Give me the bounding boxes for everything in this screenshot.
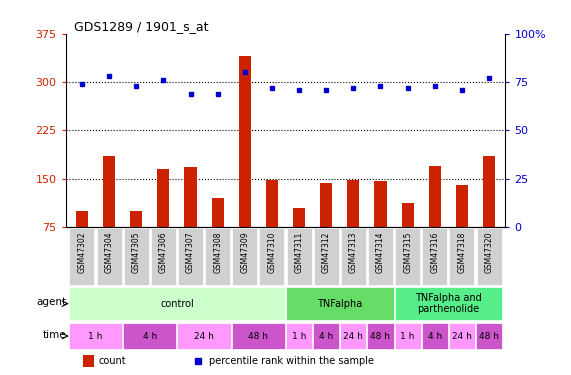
Text: GDS1289 / 1901_s_at: GDS1289 / 1901_s_at <box>74 20 209 33</box>
Bar <box>83 355 94 367</box>
FancyBboxPatch shape <box>422 323 448 349</box>
Text: 24 h: 24 h <box>343 332 363 340</box>
Text: GSM47304: GSM47304 <box>104 232 114 273</box>
Text: 48 h: 48 h <box>371 332 391 340</box>
FancyBboxPatch shape <box>178 323 231 349</box>
Bar <box>266 180 278 227</box>
Bar <box>401 203 414 227</box>
Bar <box>347 180 360 227</box>
Text: GSM47305: GSM47305 <box>132 232 140 273</box>
FancyBboxPatch shape <box>449 228 475 285</box>
FancyBboxPatch shape <box>476 323 502 349</box>
FancyBboxPatch shape <box>151 228 176 285</box>
Text: 48 h: 48 h <box>248 332 268 340</box>
Text: GSM47309: GSM47309 <box>240 232 250 273</box>
FancyBboxPatch shape <box>477 228 501 285</box>
Text: 24 h: 24 h <box>452 332 472 340</box>
Bar <box>375 181 387 227</box>
Text: GSM47311: GSM47311 <box>295 232 304 273</box>
Bar <box>103 156 115 227</box>
FancyBboxPatch shape <box>286 288 393 320</box>
Text: GSM47313: GSM47313 <box>349 232 358 273</box>
Bar <box>130 211 142 227</box>
FancyBboxPatch shape <box>395 228 420 285</box>
Bar <box>76 211 88 227</box>
Bar <box>239 56 251 227</box>
FancyBboxPatch shape <box>395 288 502 320</box>
FancyBboxPatch shape <box>449 323 475 349</box>
Text: 1 h: 1 h <box>292 332 306 340</box>
Text: GSM47320: GSM47320 <box>485 232 493 273</box>
FancyBboxPatch shape <box>395 323 421 349</box>
FancyBboxPatch shape <box>69 323 122 349</box>
FancyBboxPatch shape <box>423 228 447 285</box>
Text: GSM47314: GSM47314 <box>376 232 385 273</box>
Bar <box>483 156 495 227</box>
Bar <box>293 208 305 227</box>
Bar <box>429 166 441 227</box>
FancyBboxPatch shape <box>232 323 285 349</box>
FancyBboxPatch shape <box>259 228 284 285</box>
Text: 48 h: 48 h <box>479 332 499 340</box>
Text: GSM47306: GSM47306 <box>159 232 168 273</box>
Bar <box>320 183 332 227</box>
Text: GSM47308: GSM47308 <box>213 232 222 273</box>
Bar <box>184 167 196 227</box>
Text: GSM47302: GSM47302 <box>78 232 86 273</box>
FancyBboxPatch shape <box>96 228 122 285</box>
FancyBboxPatch shape <box>368 323 393 349</box>
FancyBboxPatch shape <box>178 228 203 285</box>
FancyBboxPatch shape <box>313 323 339 349</box>
Text: TNFalpha: TNFalpha <box>317 298 363 309</box>
FancyBboxPatch shape <box>368 228 393 285</box>
Text: 4 h: 4 h <box>428 332 442 340</box>
FancyBboxPatch shape <box>286 323 312 349</box>
Text: GSM47312: GSM47312 <box>321 232 331 273</box>
Text: percentile rank within the sample: percentile rank within the sample <box>208 356 373 366</box>
FancyBboxPatch shape <box>69 288 285 320</box>
FancyBboxPatch shape <box>123 323 176 349</box>
Text: GSM47315: GSM47315 <box>403 232 412 273</box>
FancyBboxPatch shape <box>205 228 230 285</box>
FancyBboxPatch shape <box>232 228 258 285</box>
Text: GSM47310: GSM47310 <box>267 232 276 273</box>
FancyBboxPatch shape <box>124 228 148 285</box>
Text: TNFalpha and
parthenolide: TNFalpha and parthenolide <box>415 293 482 314</box>
Text: GSM47318: GSM47318 <box>457 232 467 273</box>
Text: 4 h: 4 h <box>143 332 157 340</box>
Text: control: control <box>160 298 194 309</box>
Text: GSM47307: GSM47307 <box>186 232 195 273</box>
Text: 4 h: 4 h <box>319 332 333 340</box>
FancyBboxPatch shape <box>287 228 312 285</box>
Text: agent: agent <box>36 297 66 307</box>
FancyBboxPatch shape <box>341 228 366 285</box>
Text: time: time <box>43 330 66 340</box>
FancyBboxPatch shape <box>313 228 339 285</box>
Text: 1 h: 1 h <box>89 332 103 340</box>
Bar <box>456 185 468 227</box>
Text: 24 h: 24 h <box>194 332 214 340</box>
FancyBboxPatch shape <box>340 323 367 349</box>
Bar <box>211 198 224 227</box>
FancyBboxPatch shape <box>70 228 94 285</box>
Text: 1 h: 1 h <box>400 332 415 340</box>
Bar <box>157 169 170 227</box>
Text: GSM47316: GSM47316 <box>431 232 439 273</box>
Text: count: count <box>99 356 126 366</box>
